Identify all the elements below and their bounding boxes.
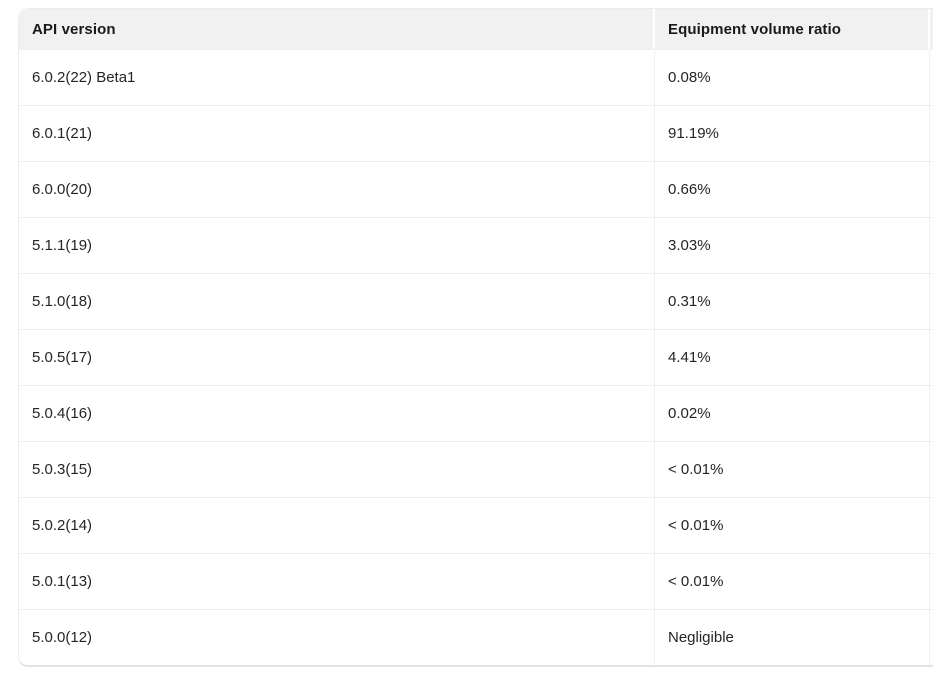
equipment-volume-ratio-cell: Negligible bbox=[668, 629, 734, 646]
equipment-volume-ratio-cell: 0.66% bbox=[668, 181, 711, 198]
api-version-cell: 5.0.5(17) bbox=[32, 349, 93, 366]
api-version-cell: 5.0.1(13) bbox=[32, 573, 93, 590]
table-row: 5.0.5(17) 4.41% bbox=[19, 329, 933, 385]
column-header-cutoff bbox=[930, 9, 933, 49]
column-header-equipment-volume-ratio: Equipment volume ratio bbox=[655, 9, 928, 49]
header-divider bbox=[653, 9, 655, 49]
api-version-cell: 5.0.4(16) bbox=[32, 405, 93, 422]
table-row: 5.1.1(19) 3.03% bbox=[19, 217, 933, 273]
equipment-volume-ratio-cell: 4.41% bbox=[668, 349, 711, 366]
column-header-api-version: API version bbox=[19, 9, 653, 49]
table-row: 6.0.1(21) 91.19% bbox=[19, 105, 933, 161]
table-body: 6.0.2(22) Beta1 0.08% 6.0.1(21) 91.19% 6… bbox=[19, 49, 933, 665]
api-version-cell: 6.0.1(21) bbox=[32, 125, 93, 142]
column-divider bbox=[654, 49, 655, 665]
api-version-cell: 5.1.1(19) bbox=[32, 237, 93, 254]
header-divider bbox=[928, 9, 930, 49]
api-version-cell: 5.0.3(15) bbox=[32, 461, 93, 478]
table-row: 5.0.0(12) Negligible bbox=[19, 609, 933, 665]
table-row: 5.0.1(13) < 0.01% bbox=[19, 553, 933, 609]
api-version-cell: 5.0.2(14) bbox=[32, 517, 93, 534]
equipment-volume-ratio-cell: < 0.01% bbox=[668, 461, 724, 478]
equipment-volume-ratio-cell: 0.02% bbox=[668, 405, 711, 422]
table-header-row: API version Equipment volume ratio bbox=[19, 9, 933, 49]
api-version-cell: 6.0.2(22) Beta1 bbox=[32, 69, 136, 86]
api-version-cell: 6.0.0(20) bbox=[32, 181, 93, 198]
equipment-volume-ratio-cell: 0.08% bbox=[668, 69, 711, 86]
table-row: 5.0.4(16) 0.02% bbox=[19, 385, 933, 441]
table-row: 5.0.3(15) < 0.01% bbox=[19, 441, 933, 497]
table-row: 6.0.2(22) Beta1 0.08% bbox=[19, 49, 933, 105]
column-divider bbox=[929, 49, 930, 665]
api-version-cell: 5.1.0(18) bbox=[32, 293, 93, 310]
table-row: 5.1.0(18) 0.31% bbox=[19, 273, 933, 329]
api-version-cell: 5.0.0(12) bbox=[32, 629, 93, 646]
api-version-table: API version Equipment volume ratio 6.0.2… bbox=[18, 8, 933, 667]
equipment-volume-ratio-cell: 91.19% bbox=[668, 125, 719, 142]
equipment-volume-ratio-cell: 0.31% bbox=[668, 293, 711, 310]
equipment-volume-ratio-cell: < 0.01% bbox=[668, 573, 724, 590]
equipment-volume-ratio-cell: 3.03% bbox=[668, 237, 711, 254]
table-row: 6.0.0(20) 0.66% bbox=[19, 161, 933, 217]
equipment-volume-ratio-cell: < 0.01% bbox=[668, 517, 724, 534]
table-row: 5.0.2(14) < 0.01% bbox=[19, 497, 933, 553]
